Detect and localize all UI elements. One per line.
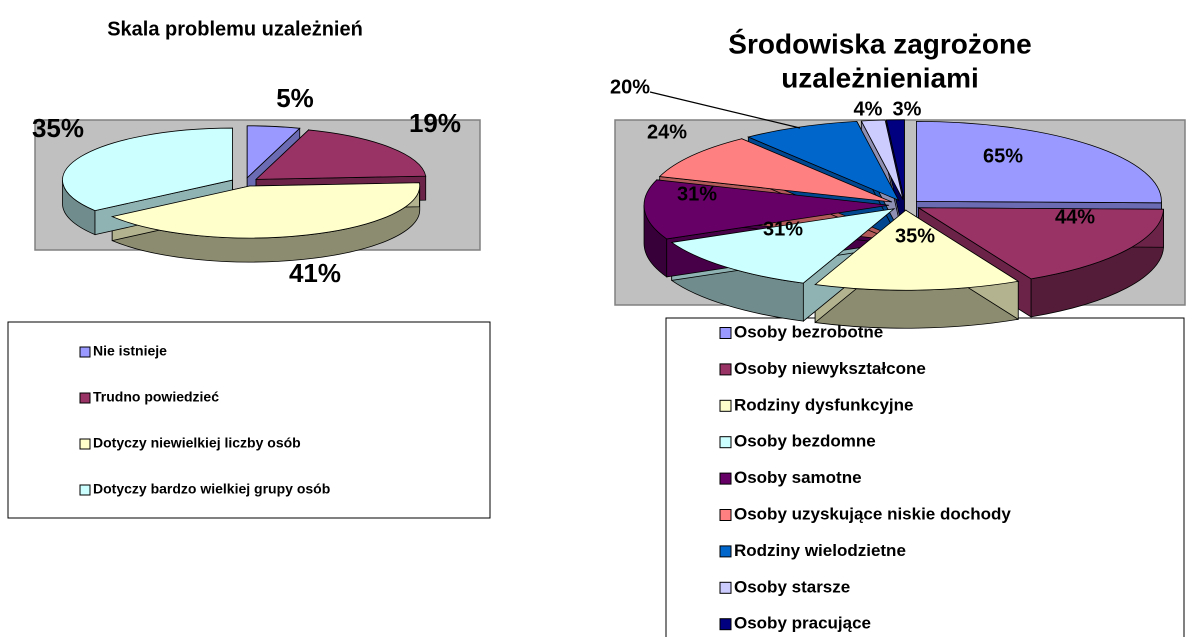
legend-label: Trudno powiedzieć <box>93 389 219 405</box>
slice <box>670 208 896 284</box>
legend-label: Osoby starsze <box>734 577 850 596</box>
data-label: 35% <box>32 113 84 143</box>
legend-swatch <box>719 509 732 521</box>
slice <box>917 207 1164 280</box>
slice <box>860 119 904 201</box>
data-label: 19% <box>409 108 461 138</box>
chart-title: Skala problemu uzależnień <box>107 18 363 40</box>
legend-swatch <box>719 618 732 631</box>
legend-swatch <box>79 438 91 450</box>
legend-label: Osoby pracujące <box>734 614 871 633</box>
legend-label: Dotyczy bardzo wielkiej grupy osób <box>93 481 330 497</box>
legend-box <box>665 317 1185 637</box>
data-label: 41% <box>289 258 341 288</box>
slice <box>916 120 1162 204</box>
tops <box>62 119 1164 291</box>
slice <box>62 127 233 212</box>
legend-swatch <box>79 346 91 358</box>
legend-label: Dotyczy niewielkiej liczby osób <box>93 435 301 451</box>
data-label: 5% <box>276 83 314 113</box>
legend-label: Osoby samotne <box>734 468 862 487</box>
data-label: 31% <box>677 183 717 205</box>
data-label: 24% <box>647 121 687 143</box>
data-label: 31% <box>763 218 803 240</box>
chart-title: uzależnieniami <box>781 62 979 93</box>
legend-swatch <box>719 327 732 339</box>
legend-label: Nie istnieje <box>93 343 167 359</box>
legend-swatch <box>719 472 732 485</box>
legend-label: Rodziny wielodzietne <box>734 541 906 560</box>
slice <box>246 125 301 179</box>
legend-swatch <box>719 436 732 449</box>
slice <box>255 129 427 180</box>
slice <box>885 119 905 200</box>
legend-label: Rodziny dysfunkcyjne <box>734 395 913 414</box>
legend-swatch <box>79 392 91 404</box>
legend-label: Osoby niewykształcone <box>734 359 926 378</box>
leader-line <box>649 91 801 129</box>
slice <box>814 209 1020 291</box>
data-label: 3% <box>893 98 922 120</box>
slice <box>110 182 421 239</box>
data-label: 65% <box>983 145 1023 167</box>
legend-label: Osoby uzyskujące niskie dochody <box>734 504 1011 523</box>
slice <box>747 120 900 202</box>
slice <box>658 138 893 203</box>
legend-label: Osoby bezrobotne <box>734 322 883 341</box>
data-label: 44% <box>1055 206 1095 228</box>
legend-swatch <box>719 363 732 376</box>
legend-swatch <box>719 399 732 412</box>
legend-swatch <box>719 545 732 558</box>
legend-swatch <box>79 484 91 496</box>
chart-title: Środowiska zagrożone <box>728 28 1031 59</box>
legend-swatch <box>719 581 732 594</box>
data-label: 20% <box>610 76 650 98</box>
data-label: 4% <box>854 98 883 120</box>
slice <box>643 179 890 240</box>
legend-label: Osoby bezdomne <box>734 432 876 451</box>
data-label: 35% <box>895 225 935 247</box>
texts: Skala problemu uzależnień 5% 19% 41% 35% Nie … <box>32 18 1095 632</box>
